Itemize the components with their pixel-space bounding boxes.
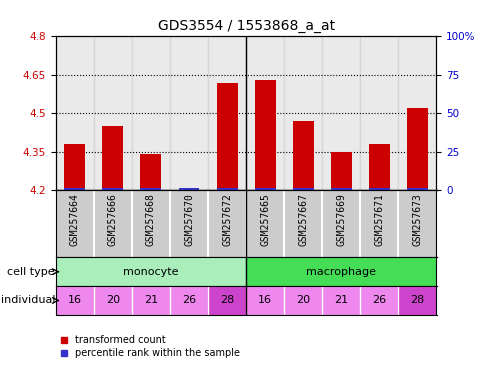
Text: 16: 16 <box>257 295 272 306</box>
Bar <box>322 286 360 315</box>
Bar <box>245 257 436 286</box>
Bar <box>254 80 275 190</box>
Bar <box>284 286 321 315</box>
Bar <box>132 36 169 190</box>
Bar <box>170 286 208 315</box>
Legend: transformed count, percentile rank within the sample: transformed count, percentile rank withi… <box>60 335 240 358</box>
Bar <box>368 188 389 190</box>
Text: GSM257671: GSM257671 <box>374 194 384 246</box>
Text: cell type: cell type <box>7 266 55 277</box>
Bar <box>245 286 284 315</box>
Text: GSM257669: GSM257669 <box>335 194 346 246</box>
Bar <box>178 187 199 190</box>
Text: 20: 20 <box>296 295 310 306</box>
Bar <box>56 190 94 257</box>
Bar <box>94 190 132 257</box>
Bar <box>397 36 436 190</box>
Bar <box>330 152 351 190</box>
Bar <box>94 36 132 190</box>
Bar <box>292 121 313 190</box>
Text: macrophage: macrophage <box>306 266 376 277</box>
Text: 21: 21 <box>333 295 348 306</box>
Text: 28: 28 <box>409 295 424 306</box>
Text: 16: 16 <box>68 295 82 306</box>
Text: 20: 20 <box>106 295 120 306</box>
Bar <box>360 286 398 315</box>
Text: GSM257668: GSM257668 <box>146 194 156 246</box>
Bar <box>216 188 237 190</box>
Text: 26: 26 <box>182 295 196 306</box>
Text: individual: individual <box>0 295 55 306</box>
Bar <box>292 188 313 190</box>
Text: GSM257673: GSM257673 <box>411 194 422 246</box>
Bar <box>254 188 275 190</box>
Bar <box>178 188 199 190</box>
Text: GSM257664: GSM257664 <box>70 194 80 246</box>
Title: GDS3554 / 1553868_a_at: GDS3554 / 1553868_a_at <box>157 19 334 33</box>
Bar <box>245 190 284 257</box>
Text: GSM257672: GSM257672 <box>222 194 232 246</box>
Text: GSM257667: GSM257667 <box>298 194 308 246</box>
Bar <box>368 144 389 190</box>
Text: GSM257666: GSM257666 <box>107 194 118 246</box>
Bar <box>102 188 123 190</box>
Bar <box>406 188 427 190</box>
Bar <box>284 190 321 257</box>
Bar <box>322 190 360 257</box>
Bar <box>208 286 245 315</box>
Bar <box>64 144 85 190</box>
Bar <box>245 36 284 190</box>
Bar <box>170 190 208 257</box>
Bar <box>284 36 321 190</box>
Text: monocyte: monocyte <box>123 266 178 277</box>
Bar <box>102 126 123 190</box>
Bar <box>216 83 237 190</box>
Bar <box>406 108 427 190</box>
Text: 28: 28 <box>220 295 234 306</box>
Bar <box>398 190 436 257</box>
Bar <box>169 36 208 190</box>
Bar <box>398 286 436 315</box>
Bar <box>56 286 94 315</box>
Bar <box>360 190 398 257</box>
Bar <box>321 36 360 190</box>
Bar <box>56 257 245 286</box>
Bar <box>140 188 161 190</box>
Bar <box>208 190 245 257</box>
Bar <box>132 190 170 257</box>
Bar <box>208 36 245 190</box>
Bar <box>132 286 170 315</box>
Bar <box>140 154 161 190</box>
Bar <box>360 36 397 190</box>
Bar <box>56 36 94 190</box>
Bar <box>330 188 351 190</box>
Bar <box>64 188 85 190</box>
Text: GSM257670: GSM257670 <box>183 194 194 246</box>
Bar <box>94 286 132 315</box>
Text: GSM257665: GSM257665 <box>259 194 270 246</box>
Text: 21: 21 <box>144 295 158 306</box>
Text: 26: 26 <box>372 295 386 306</box>
